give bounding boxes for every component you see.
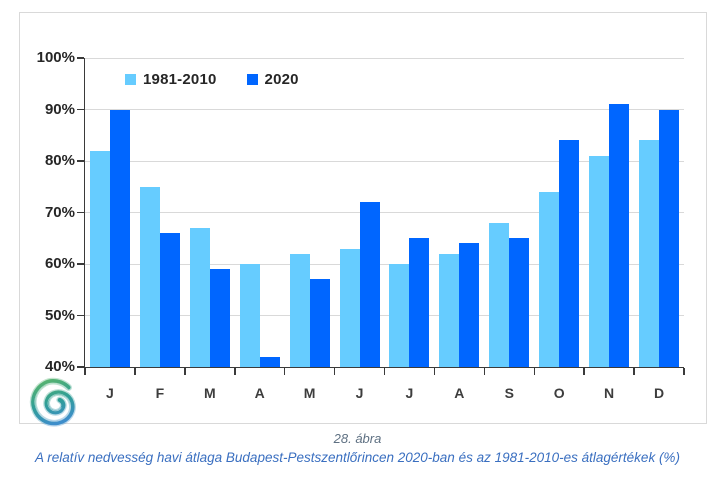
bar-1981-2010 bbox=[389, 264, 410, 367]
bar-2020 bbox=[159, 233, 180, 367]
bar-group: J bbox=[335, 58, 385, 401]
x-axis-category-label: D bbox=[653, 385, 665, 401]
y-axis-tick-label: 60% bbox=[44, 255, 75, 272]
x-axis-tick bbox=[433, 368, 436, 375]
x-axis-category-label: M bbox=[303, 385, 316, 401]
y-axis-tick-label: 40% bbox=[44, 358, 75, 375]
x-axis-tick bbox=[483, 368, 486, 375]
gridline bbox=[85, 315, 684, 316]
gridline bbox=[85, 109, 684, 110]
bar-2020 bbox=[659, 109, 680, 367]
x-axis-tick bbox=[633, 368, 635, 375]
y-axis-tick-label: 70% bbox=[44, 203, 75, 221]
y-axis-tick-label: 90% bbox=[44, 100, 75, 118]
chart-frame: 1981-2010 2020 40% 50% 60% 70% 80% 90% 100% J F M… bbox=[19, 12, 707, 427]
x-axis-category-label: S bbox=[504, 385, 514, 401]
bar-1981-2010 bbox=[189, 227, 210, 367]
bar-2020 bbox=[459, 243, 480, 367]
y-axis-tick-label: 80% bbox=[44, 152, 75, 169]
bar-2020 bbox=[259, 356, 280, 367]
x-axis-tick bbox=[583, 368, 585, 375]
x-axis-category-label: O bbox=[553, 385, 565, 401]
bar-2020 bbox=[309, 279, 330, 367]
bar-2020 bbox=[209, 269, 230, 367]
x-axis-category-label: A bbox=[254, 385, 265, 401]
bar-group: J bbox=[85, 58, 135, 401]
x-axis-tick bbox=[533, 368, 535, 375]
y-axis-tick-label: 50% bbox=[44, 306, 75, 324]
x-axis-tick bbox=[84, 368, 86, 375]
bar-1981-2010 bbox=[339, 248, 360, 367]
gridline bbox=[85, 160, 684, 162]
bar-group: N bbox=[584, 58, 634, 401]
gridline bbox=[85, 57, 684, 59]
legend-item-1981-2010: 1981-2010 bbox=[125, 71, 217, 88]
legend-item-2020: 2020 bbox=[246, 71, 299, 88]
bar-1981-2010 bbox=[439, 253, 460, 367]
x-axis-category-label: J bbox=[405, 385, 414, 401]
x-axis-tick bbox=[134, 368, 136, 375]
x-axis-tick bbox=[333, 368, 336, 375]
y-axis-tick bbox=[77, 263, 84, 265]
x-axis-category-label: N bbox=[604, 385, 615, 401]
legend-swatch-light-icon bbox=[125, 74, 136, 85]
x-axis-category-label: F bbox=[155, 385, 165, 401]
x-axis-category-label: J bbox=[106, 385, 114, 401]
bar-1981-2010 bbox=[589, 155, 610, 367]
gridline bbox=[85, 263, 684, 265]
bar-1981-2010 bbox=[239, 264, 260, 367]
legend-label: 1981-2010 bbox=[143, 71, 217, 88]
y-axis-tick bbox=[77, 211, 84, 214]
gridline bbox=[85, 212, 684, 213]
bar-1981-2010 bbox=[639, 140, 660, 367]
bar-group: J bbox=[385, 58, 435, 401]
figure-caption: 28. ábra A relatív nedvesség havi átlaga… bbox=[0, 431, 715, 465]
bar-1981-2010 bbox=[489, 222, 510, 367]
x-axis-tick bbox=[383, 368, 386, 375]
legend-label: 2020 bbox=[264, 71, 299, 88]
bar-1981-2010 bbox=[539, 191, 560, 367]
bar-1981-2010 bbox=[139, 186, 160, 367]
figure-number: 28. ábra bbox=[333, 431, 382, 446]
bar-2020 bbox=[359, 202, 380, 367]
bar-2020 bbox=[409, 238, 430, 367]
bar-group: O bbox=[534, 58, 584, 401]
bar-group: M bbox=[285, 58, 335, 401]
x-axis-tick bbox=[184, 368, 186, 375]
y-axis-tick bbox=[77, 314, 84, 317]
legend-swatch-dark-icon bbox=[246, 74, 258, 85]
bar-2020 bbox=[609, 104, 630, 367]
y-axis-tick bbox=[77, 57, 84, 59]
y-axis-tick bbox=[77, 160, 84, 162]
bar-group: F bbox=[135, 58, 185, 401]
bar-1981-2010 bbox=[289, 253, 310, 367]
x-axis-category-label: A bbox=[454, 385, 465, 401]
bar-group: A bbox=[235, 58, 285, 401]
chart-legend: 1981-2010 2020 bbox=[125, 71, 299, 88]
y-axis-tick bbox=[77, 108, 84, 111]
figure-title: A relatív nedvesség havi átlaga Budapest… bbox=[35, 450, 680, 465]
x-axis-tick bbox=[234, 368, 236, 375]
bar-group: D bbox=[634, 58, 684, 401]
bar-2020 bbox=[509, 238, 530, 367]
bar-2020 bbox=[559, 140, 580, 367]
weather-service-swirl-logo-icon bbox=[29, 377, 76, 427]
x-axis-tick bbox=[683, 368, 685, 375]
x-axis-tick bbox=[283, 368, 286, 375]
bar-group: M bbox=[185, 58, 235, 401]
y-axis-tick bbox=[77, 366, 84, 368]
y-axis-tick-label: 100% bbox=[36, 49, 75, 66]
bar-2020 bbox=[109, 109, 130, 367]
bar-group: A bbox=[434, 58, 484, 401]
plot-area: 40% 50% 60% 70% 80% 90% 100% J F M A M J J A S O N D bbox=[37, 49, 685, 401]
bar-group: S bbox=[484, 58, 534, 401]
bar-1981-2010 bbox=[89, 150, 110, 367]
x-axis-category-label: J bbox=[355, 385, 364, 401]
x-axis-category-label: M bbox=[203, 385, 216, 401]
